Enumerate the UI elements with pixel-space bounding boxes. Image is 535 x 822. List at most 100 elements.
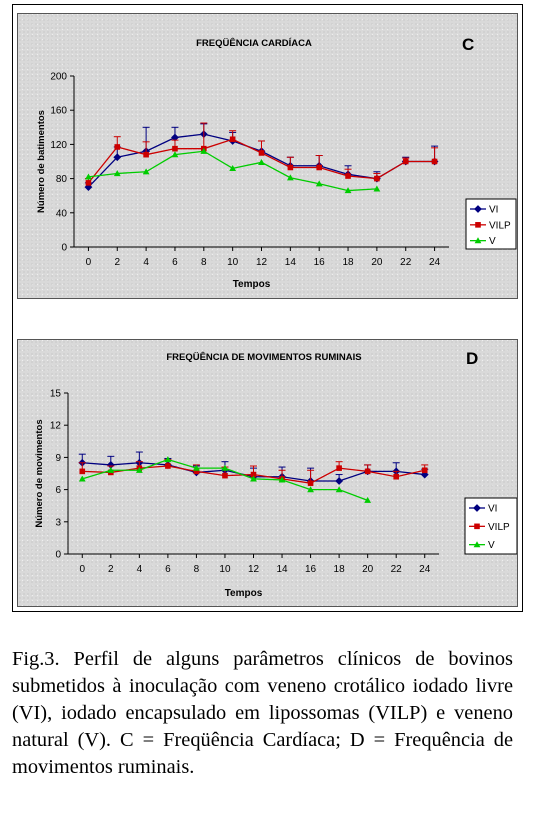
v-data-point <box>107 466 115 473</box>
x-tick-label: 8 <box>194 564 200 575</box>
panel-letter: C <box>462 35 474 54</box>
x-tick-label: 16 <box>305 564 317 575</box>
y-tick-label: 12 <box>50 421 62 432</box>
y-axis-label: Número de batimentos <box>36 110 47 213</box>
legend-label: V <box>488 540 495 551</box>
v-data-point <box>200 147 208 154</box>
vilp-data-point <box>79 468 86 475</box>
v-data-point <box>286 174 294 181</box>
x-tick-label: 4 <box>143 257 149 268</box>
legend-label: V <box>489 236 496 247</box>
x-tick-label: 24 <box>429 257 441 268</box>
vilp-data-point <box>374 175 380 182</box>
v-data-point <box>335 486 343 493</box>
v-data-point <box>364 496 372 503</box>
legend-marker <box>473 541 481 548</box>
vilp-data-point <box>222 472 228 479</box>
vilp-data-point <box>287 164 294 171</box>
v-data-point <box>113 170 121 177</box>
vilp-data-point <box>345 173 351 179</box>
x-tick-label: 20 <box>371 257 383 268</box>
x-tick-label: 6 <box>172 257 178 268</box>
v-data-point <box>307 486 314 493</box>
figure-caption: Fig.3. Perfil de alguns parâmetros clíni… <box>12 648 513 778</box>
x-axis-label: Tempos <box>225 588 263 599</box>
v-data-point <box>278 476 286 483</box>
legend-label: VILP <box>488 522 510 533</box>
legend-label: VILP <box>489 220 511 231</box>
v-data-point <box>258 158 265 165</box>
vilp-data-point <box>143 151 149 158</box>
x-tick-label: 24 <box>419 564 431 575</box>
vilp-data-point <box>165 463 171 469</box>
legend-marker <box>474 237 482 244</box>
y-axis-label: Número de movimentos <box>34 419 45 527</box>
v-data-point <box>171 151 179 158</box>
vilp-data-point <box>393 473 399 480</box>
x-tick-label: 6 <box>165 564 171 575</box>
chart-panel-c: FREQÜÊNCIA CARDÍACA C 0 40 80 120 160 200 0 2 4 6 8 1… <box>17 13 518 299</box>
y-tick-label: 80 <box>56 174 68 185</box>
ruminal-movements-chart: FREQÜÊNCIA DE MOVIMENTOS RUMINAIS D 0 3 6 9 12… <box>34 349 517 599</box>
legend-marker <box>473 504 481 512</box>
chart-title: FREQÜÊNCIA CARDÍACA <box>196 37 312 49</box>
vilp-data-point <box>336 465 342 471</box>
v-data-point <box>221 464 229 471</box>
vi-data-point <box>113 153 122 162</box>
v-data-point <box>78 475 86 482</box>
v-data-point <box>164 456 172 463</box>
legend-marker <box>475 222 481 228</box>
v-data-point <box>85 173 92 180</box>
y-tick-label: 200 <box>50 72 67 83</box>
x-tick-label: 14 <box>276 564 288 575</box>
v-data-point <box>142 168 150 175</box>
vilp-data-point <box>193 468 200 475</box>
chart-title: FREQÜÊNCIA DE MOVIMENTOS RUMINAIS <box>166 351 361 363</box>
vilp-data-point <box>307 480 314 486</box>
y-tick-label: 15 <box>50 389 62 400</box>
x-tick-label: 18 <box>342 257 354 268</box>
y-tick-label: 0 <box>61 243 67 254</box>
x-tick-label: 22 <box>400 257 412 268</box>
vilp-data-point <box>229 136 236 143</box>
x-tick-label: 10 <box>227 257 239 268</box>
figure-frame: FREQÜÊNCIA CARDÍACA C 0 40 80 120 160 200 0 2 4 6 8 1… <box>12 4 523 612</box>
x-tick-label: 16 <box>314 257 326 268</box>
vilp-data-point <box>172 145 178 152</box>
y-tick-label: 9 <box>55 453 61 464</box>
y-tick-label: 120 <box>50 140 67 151</box>
vilp-data-point <box>258 150 265 156</box>
x-tick-label: 10 <box>219 564 231 575</box>
v-data-point <box>135 466 143 473</box>
y-tick-label: 6 <box>55 485 61 496</box>
legend-label: VI <box>489 205 498 216</box>
x-tick-label: 12 <box>256 257 268 268</box>
y-tick-label: 3 <box>55 517 61 528</box>
x-tick-label: 0 <box>79 564 85 575</box>
x-tick-label: 2 <box>114 257 120 268</box>
vilp-data-point <box>114 144 121 150</box>
x-tick-label: 18 <box>334 564 346 575</box>
x-tick-label: 12 <box>248 564 260 575</box>
chart-panel-d: FREQÜÊNCIA DE MOVIMENTOS RUMINAIS D 0 3 6 9 12… <box>17 339 518 607</box>
x-tick-label: 20 <box>362 564 374 575</box>
y-tick-label: 0 <box>55 550 61 561</box>
v-data-point <box>373 185 381 192</box>
y-tick-label: 160 <box>50 106 67 117</box>
x-tick-label: 0 <box>86 257 92 268</box>
x-tick-label: 2 <box>108 564 114 575</box>
v-data-point <box>315 180 323 187</box>
vilp-data-point <box>85 180 92 186</box>
y-tick-label: 40 <box>56 208 68 219</box>
vilp-data-point <box>421 467 428 474</box>
legend-label: VI <box>488 504 497 515</box>
vilp-data-point <box>250 471 257 478</box>
x-tick-label: 8 <box>201 257 207 268</box>
vilp-data-point <box>316 164 322 171</box>
v-data-point <box>229 164 237 171</box>
x-tick-label: 14 <box>285 257 297 268</box>
panel-letter: D <box>466 349 478 368</box>
vi-data-point <box>335 477 344 485</box>
x-tick-label: 22 <box>391 564 403 575</box>
